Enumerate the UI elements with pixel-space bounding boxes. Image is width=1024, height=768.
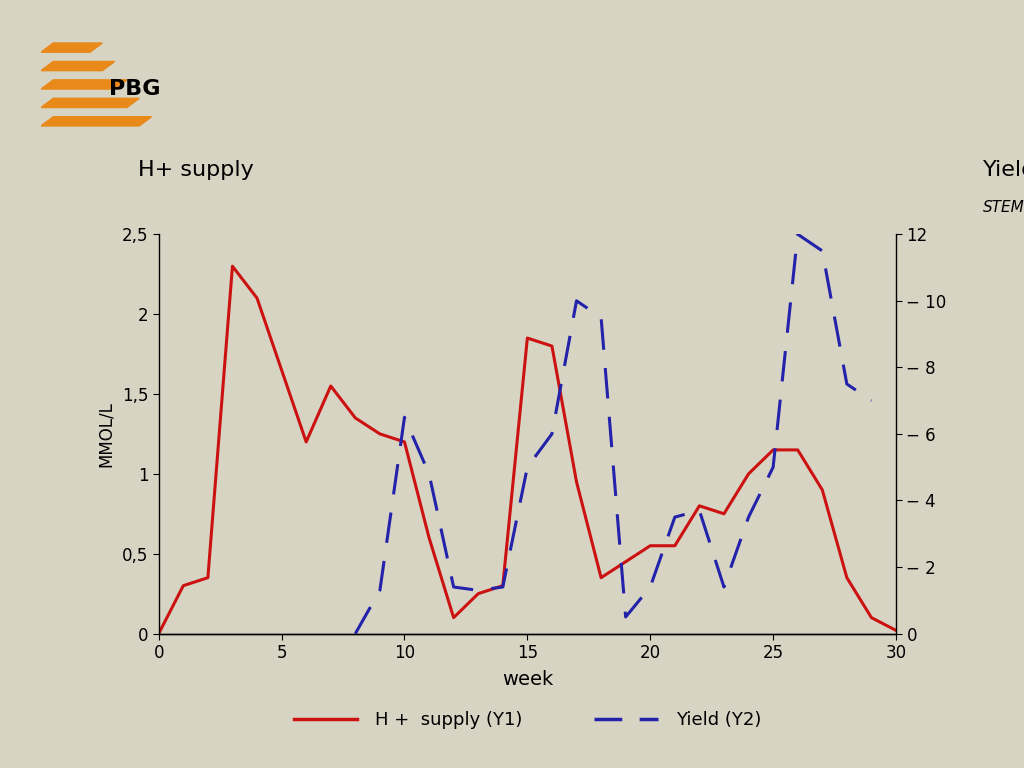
Text: Yield: Yield	[983, 161, 1024, 180]
Polygon shape	[41, 80, 127, 89]
Text: STEM: STEM	[983, 200, 1024, 215]
Polygon shape	[41, 117, 152, 126]
X-axis label: week: week	[502, 670, 553, 690]
Polygon shape	[41, 43, 102, 52]
Polygon shape	[41, 98, 139, 108]
Text: H+ supply: H+ supply	[138, 161, 254, 180]
Polygon shape	[41, 61, 115, 71]
Text: PBG: PBG	[109, 79, 160, 99]
Y-axis label: MMOL/L: MMOL/L	[97, 401, 115, 467]
Legend: H +  supply (Y1), Yield (Y2): H + supply (Y1), Yield (Y2)	[287, 704, 768, 737]
